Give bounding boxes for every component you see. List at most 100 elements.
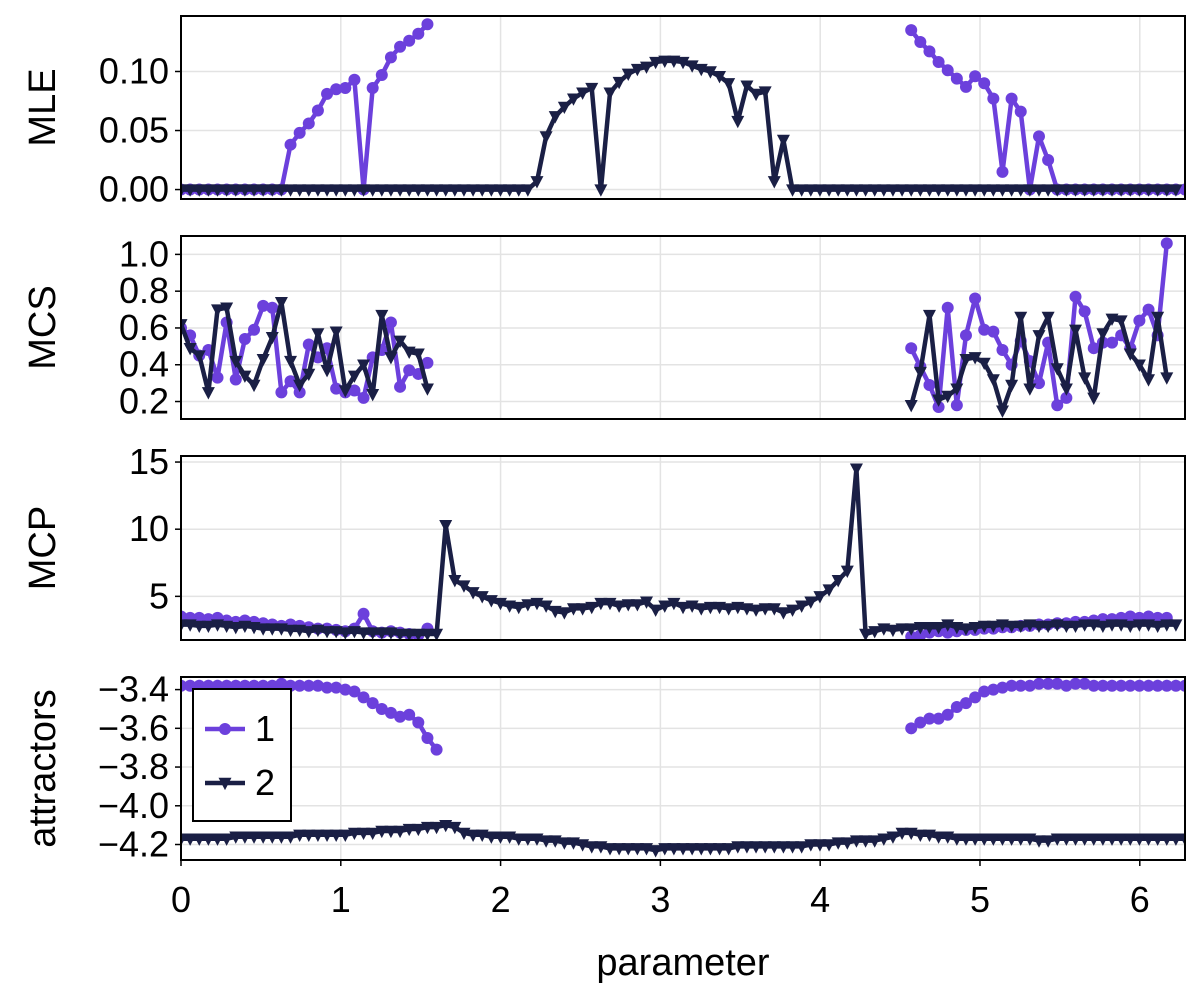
data-point-series-2	[630, 599, 644, 612]
data-point-series-1	[284, 138, 297, 151]
x-tick-label: 1	[331, 879, 351, 920]
data-point-series-2	[1087, 392, 1101, 405]
data-point-series-1	[275, 386, 288, 399]
data-point-series-2	[512, 184, 526, 197]
data-point-series-2	[922, 622, 936, 635]
data-point-series-2	[576, 603, 590, 616]
data-point-series-2	[603, 843, 617, 856]
data-point-series-1	[923, 45, 936, 58]
data-point-series-2	[658, 843, 672, 856]
data-point-series-2	[375, 309, 389, 323]
data-point-series-2	[731, 841, 745, 854]
data-point-series-2	[786, 604, 800, 617]
data-point-series-2	[640, 596, 654, 609]
data-point-series-1	[421, 356, 434, 369]
data-point-series-2	[393, 628, 407, 640]
data-point-series-1	[1087, 342, 1100, 355]
data-point-series-2	[211, 833, 225, 846]
data-point-series-2	[466, 829, 480, 842]
data-point-series-2	[347, 626, 361, 639]
data-point-series-2	[968, 833, 982, 846]
data-point-series-2	[959, 833, 973, 846]
data-point-series-1	[941, 708, 954, 721]
data-point-series-1	[950, 72, 963, 85]
data-point-series-2	[1078, 184, 1092, 197]
data-point-series-2	[338, 184, 352, 197]
data-point-series-2	[302, 829, 316, 842]
series-group-attractors	[181, 677, 1185, 858]
data-point-series-1	[996, 344, 1009, 357]
data-point-series-2	[749, 604, 763, 617]
data-point-series-1	[932, 712, 945, 725]
data-point-series-1	[996, 681, 1009, 694]
y-tick-label: 0.8	[119, 270, 169, 311]
data-point-series-2	[439, 184, 453, 197]
data-point-series-2	[612, 600, 626, 613]
data-point-series-2	[740, 841, 754, 854]
data-point-series-2	[238, 370, 252, 383]
data-point-series-2	[1105, 313, 1119, 326]
data-point-series-2	[1169, 184, 1183, 197]
data-point-series-2	[183, 342, 197, 356]
data-point-series-1	[987, 325, 1000, 338]
data-point-series-1	[905, 722, 918, 735]
data-point-series-1	[1160, 237, 1173, 250]
x-tick-label: 6	[1130, 879, 1150, 920]
data-point-series-2	[877, 833, 891, 846]
data-point-series-1	[1032, 677, 1045, 690]
data-point-series-2	[430, 821, 444, 835]
data-point-series-1	[321, 681, 334, 694]
data-point-series-2	[859, 835, 873, 848]
data-point-series-2	[192, 833, 206, 846]
y-tick-label: −3.8	[98, 746, 169, 787]
data-point-series-2	[986, 374, 1000, 387]
data-point-series-1	[238, 332, 251, 345]
data-point-series-2	[795, 841, 809, 854]
data-point-series-2	[1096, 833, 1110, 846]
data-point-series-2	[585, 82, 599, 96]
data-point-series-2	[238, 184, 252, 197]
data-point-series-2	[986, 833, 1000, 846]
data-point-series-1	[914, 629, 927, 640]
data-point-series-2	[831, 575, 845, 588]
data-point-series-2	[621, 843, 635, 856]
data-point-series-2	[366, 388, 380, 402]
data-point-series-2	[274, 831, 288, 844]
data-point-series-2	[521, 599, 535, 612]
y-tick-label: 1.0	[119, 233, 169, 274]
data-point-series-1	[348, 384, 361, 397]
data-point-series-2	[840, 565, 854, 578]
data-point-series-1	[293, 679, 306, 692]
data-point-series-2	[932, 184, 946, 197]
data-point-series-2	[493, 831, 507, 844]
data-point-series-2	[667, 55, 681, 69]
data-point-series-2	[375, 627, 389, 640]
data-point-series-1	[394, 40, 407, 53]
data-point-series-1	[394, 380, 407, 393]
data-point-series-1	[905, 24, 918, 37]
data-point-series-1	[923, 712, 936, 725]
data-point-series-2	[393, 184, 407, 197]
data-point-series-2	[767, 841, 781, 854]
panel-MCS: 0.20.40.60.81.0 MCS	[22, 233, 1186, 422]
data-point-series-1	[348, 73, 361, 86]
data-point-series-2	[284, 831, 298, 844]
data-point-series-1	[978, 685, 991, 698]
data-point-series-1	[987, 683, 1000, 696]
data-point-series-2	[357, 184, 371, 197]
data-point-series-1	[384, 706, 397, 719]
data-point-series-2	[849, 835, 863, 848]
data-point-series-2	[968, 622, 982, 635]
data-point-series-2	[813, 591, 827, 604]
data-point-series-2	[1059, 620, 1073, 634]
data-point-series-1	[1060, 391, 1073, 404]
data-point-series-1	[1023, 679, 1036, 692]
series-line-1	[909, 28, 1185, 192]
data-point-series-2	[1078, 372, 1092, 385]
data-point-series-1	[969, 292, 982, 305]
data-point-series-2	[329, 326, 343, 339]
data-point-series-2	[448, 184, 462, 197]
data-point-series-2	[439, 519, 453, 533]
data-point-series-1	[1133, 679, 1146, 692]
